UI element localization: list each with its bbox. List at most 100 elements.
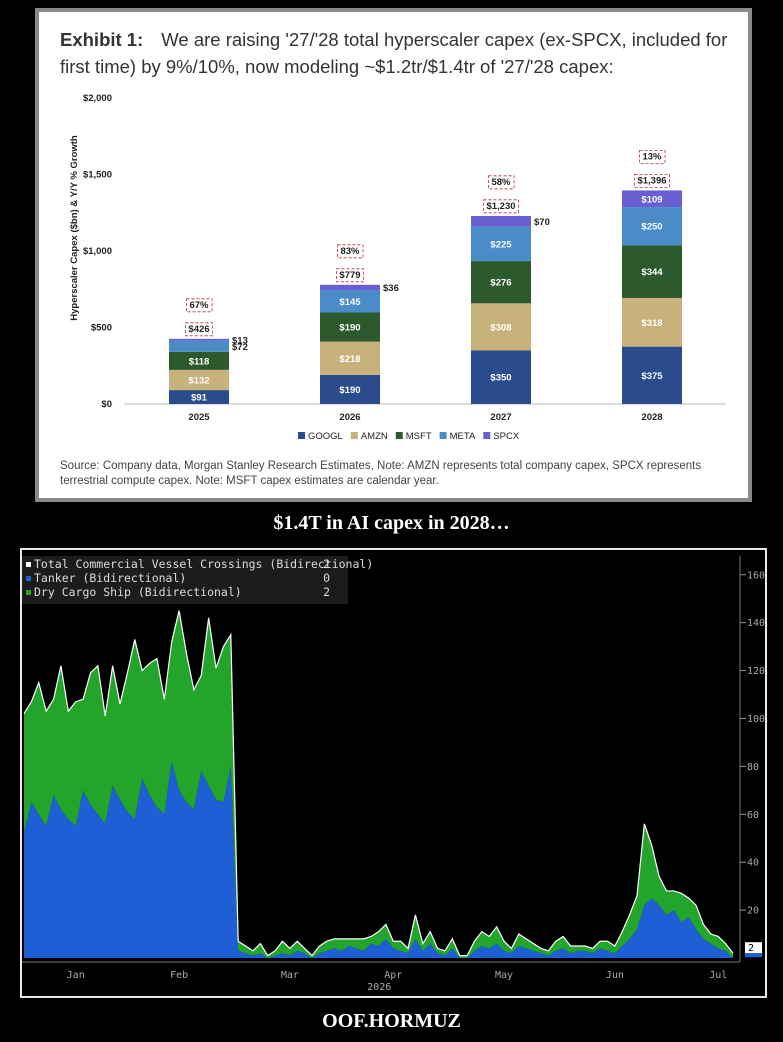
total-label-box — [634, 174, 670, 188]
total-label: $1,396 — [637, 175, 666, 186]
bar-segment — [169, 338, 229, 341]
total-line — [23, 610, 734, 957]
data-label: $344 — [641, 267, 663, 278]
y-tick-label: 80 — [747, 762, 759, 773]
data-label: $190 — [339, 323, 360, 334]
growth-label: 58% — [491, 177, 511, 188]
bar-segment — [320, 284, 380, 291]
total-label: $779 — [339, 270, 360, 281]
bar-segment — [471, 215, 531, 227]
bar-segment — [169, 369, 229, 391]
bar-segment — [169, 390, 229, 404]
legend-label: META — [450, 431, 476, 442]
x-tick-label: Feb — [170, 970, 188, 981]
data-label: $72 — [232, 342, 248, 353]
bar-segment — [622, 245, 682, 298]
total-label: $426 — [188, 324, 209, 335]
bar-segment — [471, 303, 531, 351]
growth-label: 83% — [340, 246, 360, 257]
x-axis-label: 2026 — [367, 982, 391, 993]
y-tick-label: 60 — [747, 810, 759, 821]
bar-segment — [320, 374, 380, 404]
data-label: $375 — [641, 371, 663, 382]
data-label: $190 — [339, 385, 360, 396]
legend-swatch — [26, 590, 31, 595]
data-label: $318 — [641, 318, 662, 329]
y-axis-label: Hyperscaler Capex ($bn) & Y/Y % Growth — [69, 135, 80, 321]
legend-label: MSFT — [406, 431, 432, 442]
bar-segment — [320, 290, 380, 313]
bar-segment — [471, 261, 531, 304]
data-label: $118 — [189, 356, 210, 367]
area — [24, 761, 733, 958]
y-tick-label: 140 — [747, 618, 765, 629]
total-label-box — [483, 199, 519, 214]
data-label: $225 — [490, 239, 512, 250]
bar-segment — [169, 340, 229, 352]
legend-label: Tanker (Bidirectional) — [34, 571, 186, 585]
total-label: $1,230 — [486, 201, 515, 212]
legend-label: AMZN — [361, 431, 388, 442]
legend-swatch — [298, 432, 305, 439]
y-tick-label: $2,000 — [83, 93, 112, 104]
data-label: $218 — [339, 354, 360, 365]
legend-value: 2 — [323, 585, 330, 599]
bar-segment — [622, 297, 682, 347]
legend-swatch — [26, 562, 31, 567]
bar-segment — [471, 226, 531, 262]
x-tick-label: Jun — [606, 970, 624, 981]
growth-label: 67% — [189, 300, 209, 311]
data-label: $70 — [534, 217, 550, 228]
last-value: 2 — [748, 943, 754, 954]
legend-swatch — [26, 576, 31, 581]
data-label: $13 — [232, 335, 248, 346]
last-value-box — [745, 953, 762, 958]
legend-value: 2 — [323, 557, 330, 571]
area — [24, 610, 733, 958]
bar-segment — [622, 190, 682, 208]
x-tick-label: Apr — [384, 970, 402, 981]
bar-segment — [320, 312, 380, 342]
data-label: $250 — [641, 222, 662, 233]
bar-segment — [471, 350, 531, 404]
y-tick-label: $0 — [101, 399, 112, 410]
data-label: $145 — [339, 297, 361, 308]
bar-segment — [169, 351, 229, 370]
data-label: $276 — [490, 278, 511, 289]
x-tick-label: Jul — [709, 970, 727, 981]
bar-segment — [320, 341, 380, 375]
title-text: We are raising '27/'28 total hyperscaler… — [60, 29, 728, 77]
legend-label: Total Commercial Vessel Crossings (Bidir… — [34, 557, 373, 571]
bar-segment — [622, 207, 682, 246]
legend-label: SPCX — [493, 431, 520, 442]
y-tick-label: 40 — [747, 858, 759, 869]
legend-label: Dry Cargo Ship (Bidirectional) — [34, 585, 242, 599]
x-tick-label: Jan — [67, 970, 85, 981]
caption: OOF.HORMUZ — [322, 1010, 461, 1032]
y-tick-label: $1,500 — [83, 170, 112, 181]
data-label: $109 — [641, 194, 662, 205]
source-note: Source: Company data, Morgan Stanley Res… — [60, 460, 702, 487]
legend-swatch — [395, 432, 403, 439]
y-tick-label: 20 — [747, 906, 759, 917]
legend-label: GOOGL — [308, 431, 343, 442]
data-label: $36 — [383, 283, 399, 294]
growth-label-box — [337, 244, 364, 259]
legend-swatch — [439, 432, 447, 439]
x-tick-label: 2028 — [641, 412, 662, 423]
legend-box — [22, 556, 348, 604]
x-tick-label: Mar — [281, 970, 299, 981]
bar-segment — [622, 346, 682, 404]
data-label: $308 — [490, 322, 511, 333]
data-label: $91 — [191, 393, 208, 404]
title-lead: Exhibit 1: — [60, 29, 144, 50]
y-tick-label: 120 — [747, 666, 765, 677]
chart-title: Exhibit 1: We are raising '27/'28 total h… — [60, 26, 735, 80]
legend-value: 0 — [323, 571, 330, 585]
last-value-box — [745, 942, 762, 954]
legend-swatch — [483, 432, 491, 439]
legend-swatch — [350, 432, 358, 439]
data-label: $350 — [490, 373, 511, 384]
x-tick-label: 2025 — [188, 412, 210, 423]
